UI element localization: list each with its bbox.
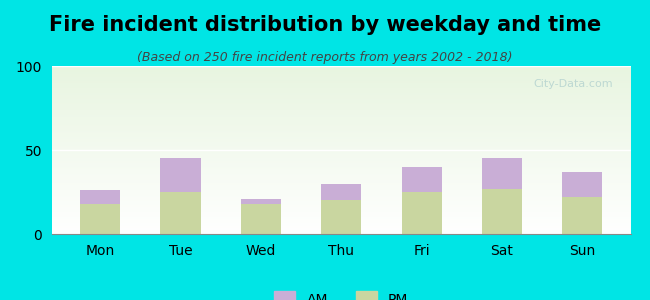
Legend: AM, PM: AM, PM bbox=[268, 284, 415, 300]
Bar bbox=[321, 184, 361, 200]
Bar bbox=[321, 200, 361, 234]
Bar bbox=[80, 204, 120, 234]
Bar bbox=[240, 204, 281, 234]
Bar bbox=[562, 197, 603, 234]
Bar bbox=[240, 199, 281, 204]
Text: (Based on 250 fire incident reports from years 2002 - 2018): (Based on 250 fire incident reports from… bbox=[137, 51, 513, 64]
Bar bbox=[482, 158, 522, 189]
Text: Fire incident distribution by weekday and time: Fire incident distribution by weekday an… bbox=[49, 15, 601, 35]
Text: City-Data.com: City-Data.com bbox=[534, 80, 613, 89]
Bar bbox=[562, 172, 603, 197]
Bar bbox=[161, 192, 201, 234]
Bar bbox=[161, 158, 201, 192]
Bar bbox=[402, 192, 442, 234]
Bar bbox=[402, 167, 442, 192]
Bar bbox=[482, 189, 522, 234]
Bar bbox=[80, 190, 120, 204]
